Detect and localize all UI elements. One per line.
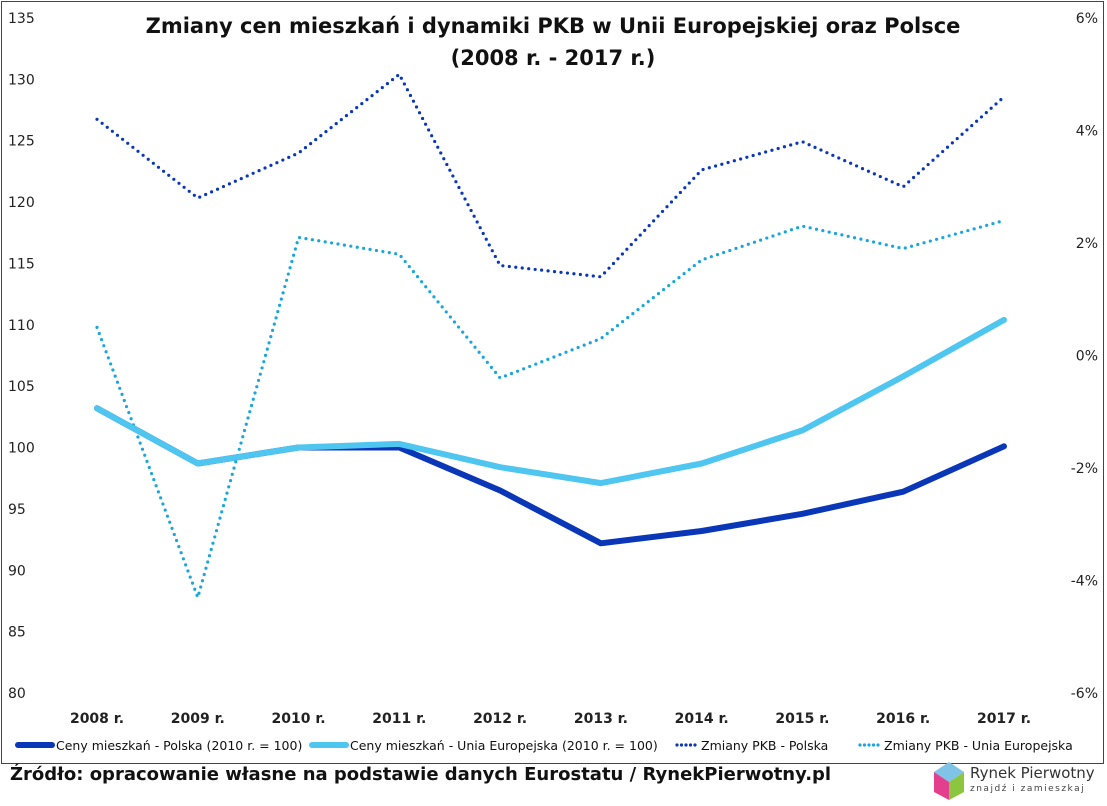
- x-tick-label: 2017 r.: [977, 711, 1031, 727]
- legend-label: Ceny mieszkań - Unia Europejska (2010 r.…: [350, 738, 658, 753]
- series-line-1: [94, 316, 1007, 487]
- y-right-tick-label: -2%: [1071, 461, 1098, 477]
- y-right-tick-label: 2%: [1076, 236, 1098, 252]
- x-tick-label: 2016 r.: [876, 711, 930, 727]
- x-tick-label: 2015 r.: [775, 711, 829, 727]
- series-line-3: [95, 218, 1006, 600]
- y-left-tick-label: 90: [8, 563, 26, 579]
- logo[interactable]: Rynek Pierwotny znajdź i zamieszkaj: [932, 760, 1102, 804]
- series-line-2: [95, 72, 1006, 279]
- logo-house-icon: [934, 762, 964, 800]
- legend-label: Ceny mieszkań - Polska (2010 r. = 100): [56, 738, 302, 753]
- y-left-tick-label: 135: [8, 11, 35, 27]
- source-note: Źródło: opracowanie własne na podstawie …: [10, 764, 832, 785]
- chart-title: Zmiany cen mieszkań i dynamiki PKB w Uni…: [146, 14, 961, 38]
- x-tick-label: 2009 r.: [171, 711, 225, 727]
- legend-label: Zmiany PKB - Polska: [701, 738, 828, 753]
- y-left-tick-label: 80: [8, 686, 26, 702]
- y-left-tick-label: 130: [8, 72, 35, 88]
- x-tick-label: 2013 r.: [574, 711, 628, 727]
- x-tick-label: 2010 r.: [272, 711, 326, 727]
- y-right-tick-label: 0%: [1076, 349, 1098, 365]
- y-left-tick-label: 105: [8, 379, 35, 395]
- y-left-tick-label: 85: [8, 625, 26, 641]
- y-right-tick-label: 6%: [1076, 11, 1098, 27]
- y-left-tick-label: 95: [8, 502, 26, 518]
- logo-name: Rynek Pierwotny: [970, 764, 1095, 782]
- x-tick-label: 2012 r.: [473, 711, 527, 727]
- x-tick-label: 2014 r.: [675, 711, 729, 727]
- y-left-tick-label: 110: [8, 318, 35, 334]
- x-tick-label: 2008 r.: [70, 711, 124, 727]
- y-right-tick-label: -4%: [1071, 574, 1098, 590]
- y-left-tick-label: 120: [8, 195, 35, 211]
- y-left-tick-label: 100: [8, 441, 35, 457]
- y-left-tick-label: 125: [8, 134, 35, 150]
- y-left-tick-label: 115: [8, 256, 35, 272]
- chart-subtitle: (2008 r. - 2017 r.): [451, 46, 656, 70]
- chart-frame: [1, 1, 1104, 764]
- x-tick-label: 2011 r.: [372, 711, 426, 727]
- legend-label: Zmiany PKB - Unia Europejska: [884, 738, 1073, 753]
- y-right-tick-label: 4%: [1076, 124, 1098, 140]
- logo-tagline: znajdź i zamieszkaj: [970, 784, 1086, 794]
- y-right-tick-label: -6%: [1071, 686, 1098, 702]
- chart: Zmiany cen mieszkań i dynamiki PKB w Uni…: [8, 11, 1098, 753]
